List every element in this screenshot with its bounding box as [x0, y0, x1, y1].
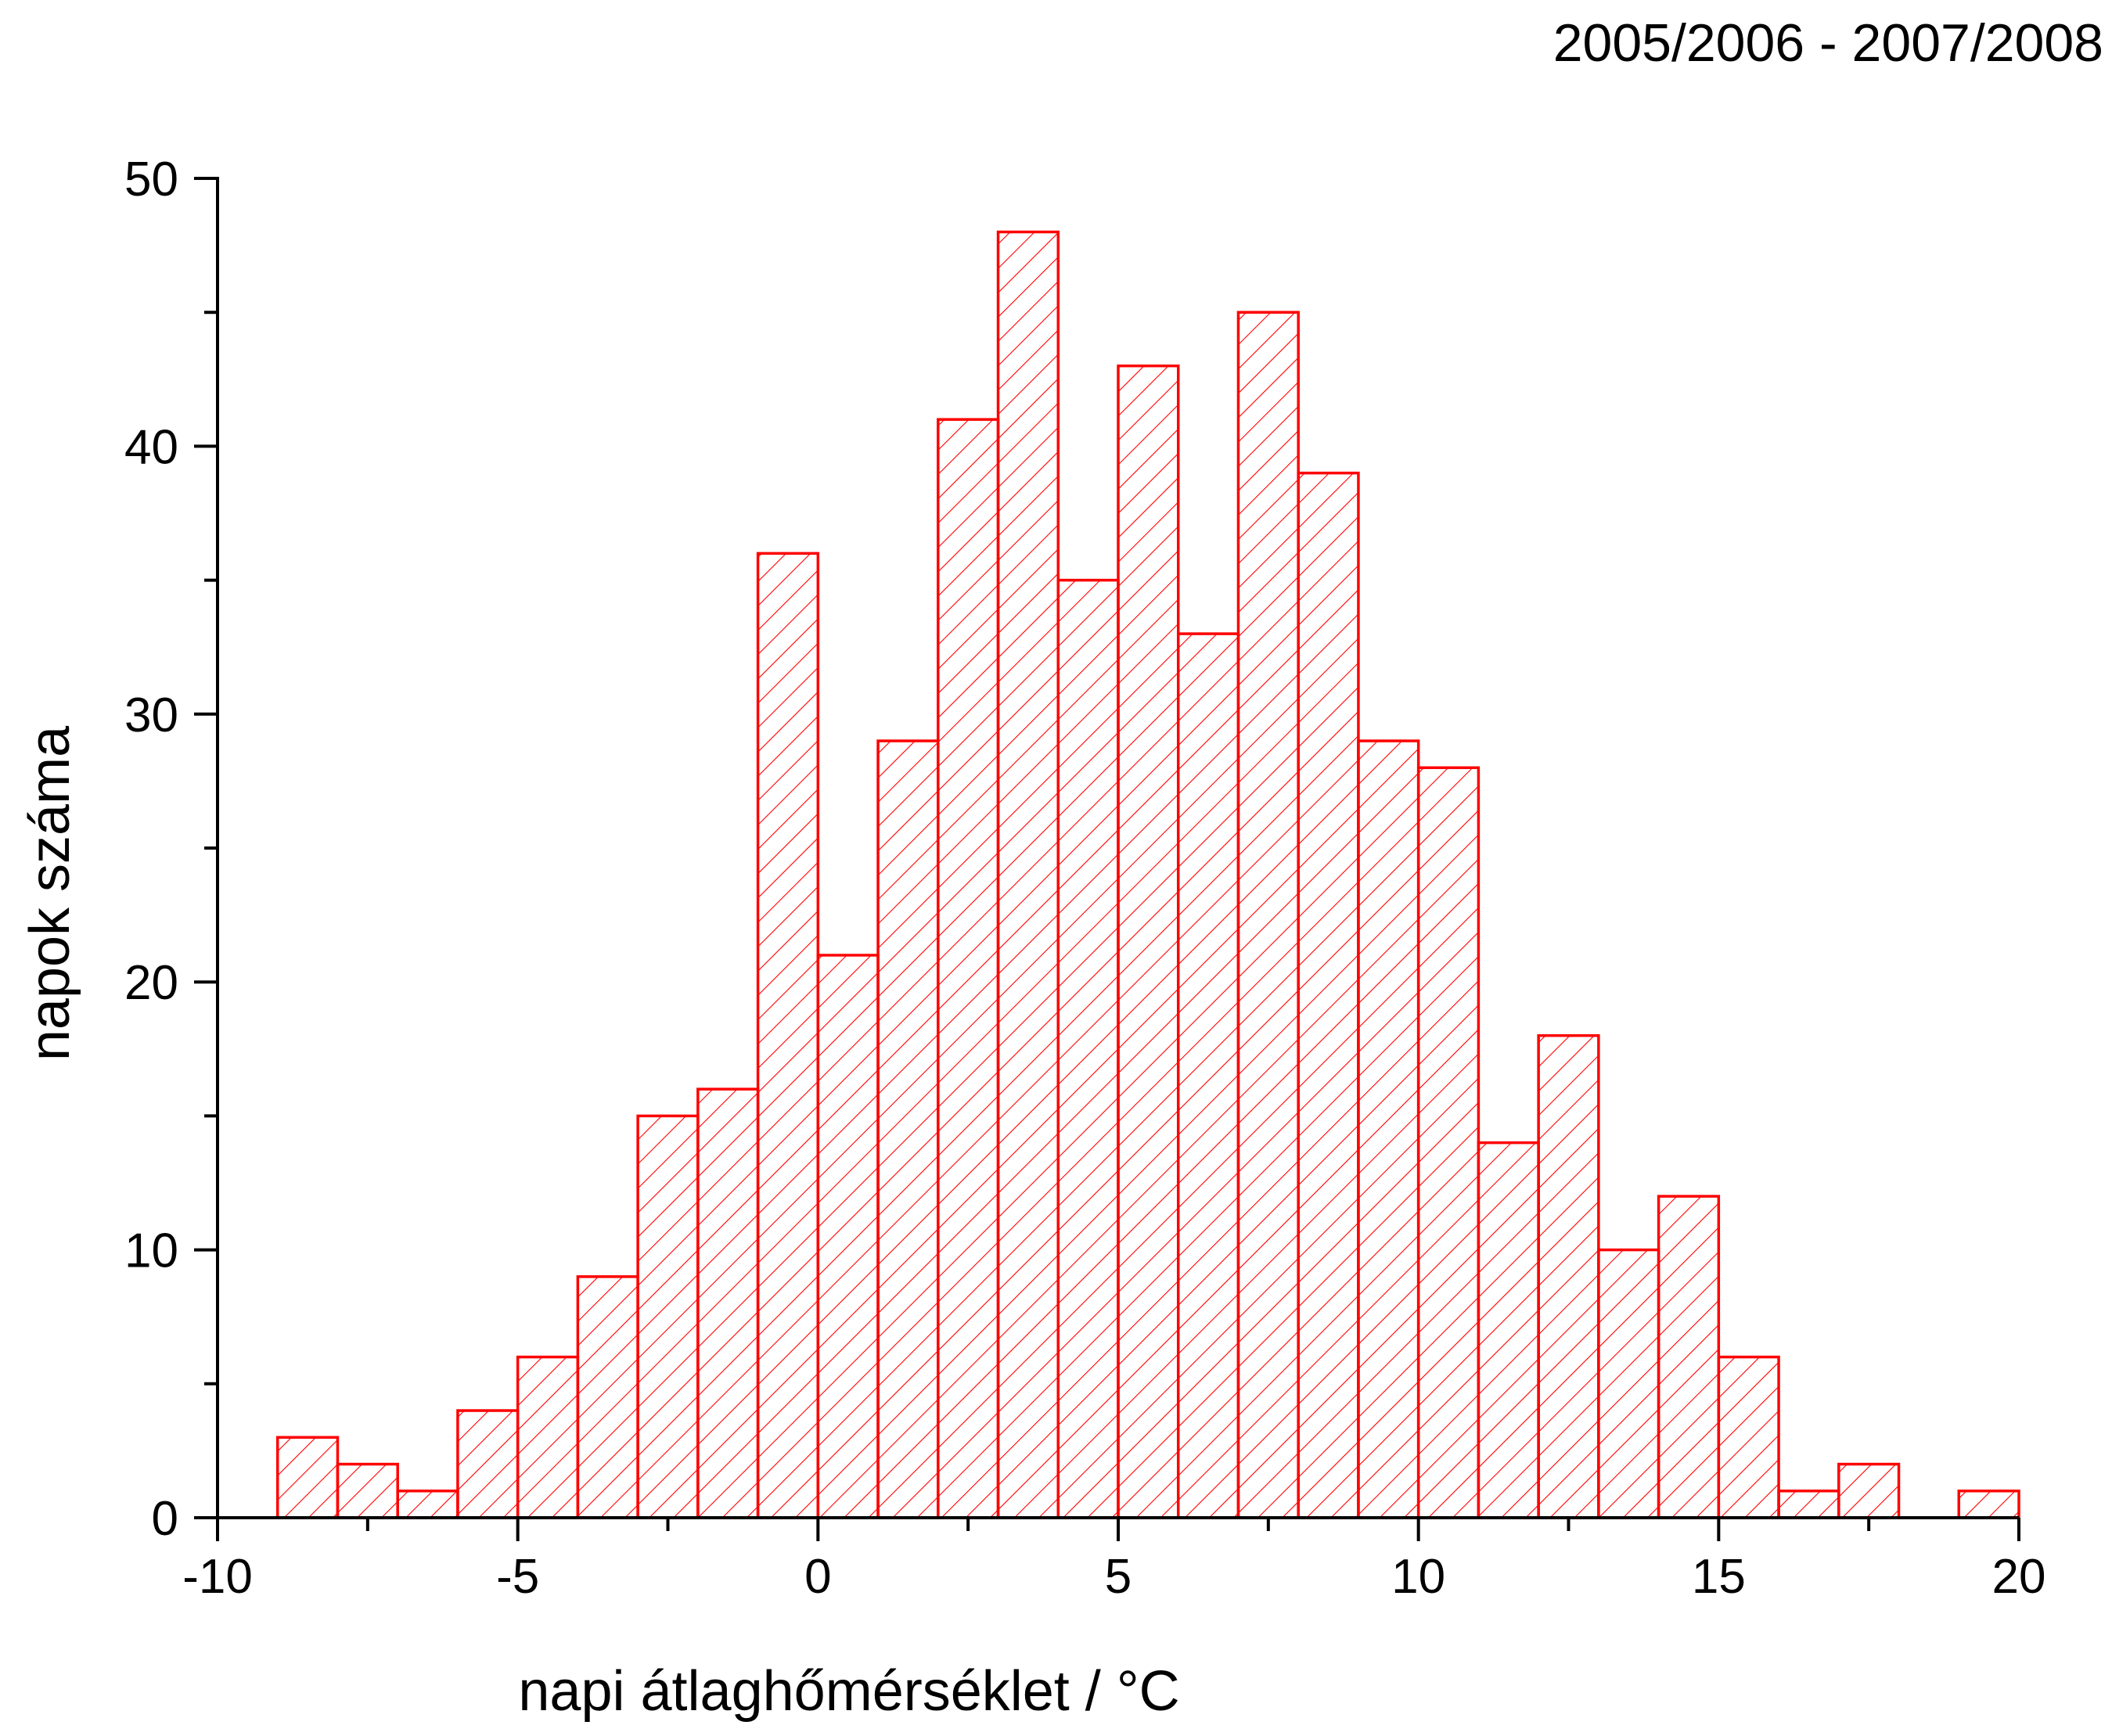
axes-group: -10 -5 0 5 10 15 20 0 10 20 30 40 50	[124, 153, 2045, 1604]
x-tick-label: 5	[1105, 1550, 1132, 1604]
histogram-bar	[937, 418, 1000, 1519]
histogram-bar	[996, 230, 1060, 1519]
x-tick-label: 20	[1992, 1550, 2046, 1604]
x-tick-label: 0	[804, 1550, 831, 1604]
bars-group	[275, 230, 2020, 1519]
y-tick-label: 40	[124, 420, 178, 474]
histogram-bar	[696, 1087, 760, 1519]
y-tick-label: 20	[124, 956, 178, 1010]
histogram-bar	[275, 1436, 340, 1519]
y-tick-label: 0	[152, 1492, 178, 1546]
x-axis-label: napi átlaghőmérséklet / °C	[518, 1660, 1179, 1723]
histogram-bar	[756, 552, 820, 1519]
x-tick-label: -5	[496, 1550, 539, 1604]
histogram-bar	[456, 1409, 520, 1519]
histogram-bar	[1837, 1462, 1901, 1519]
histogram-bar	[1056, 578, 1120, 1519]
histogram-bar	[1777, 1490, 1840, 1519]
chart-title: 2005/2006 - 2007/2008	[1553, 13, 2103, 73]
y-tick-label: 30	[124, 688, 178, 742]
x-tick-label: 15	[1692, 1550, 1746, 1604]
histogram-bar	[1117, 364, 1180, 1519]
histogram-bar	[636, 1114, 700, 1519]
histogram-bar	[1297, 471, 1360, 1519]
y-tick-label: 10	[124, 1224, 178, 1278]
histogram-bar	[1236, 311, 1300, 1519]
histogram-bar	[1957, 1490, 2020, 1519]
histogram-bar	[816, 954, 880, 1519]
x-tick-label: 10	[1391, 1550, 1445, 1604]
histogram-bar	[1717, 1355, 1780, 1519]
histogram-bar	[1537, 1033, 1600, 1519]
y-axis-label: napok száma	[19, 725, 81, 1061]
histogram-bar	[516, 1355, 580, 1519]
histogram-bar	[1657, 1195, 1721, 1519]
histogram-bar	[1176, 632, 1240, 1519]
histogram-bar	[1357, 739, 1420, 1519]
histogram-bar	[336, 1462, 399, 1519]
histogram-bar	[876, 739, 940, 1519]
x-tick-label: -10	[182, 1550, 253, 1604]
histogram-bar	[1416, 766, 1481, 1519]
histogram-bar	[1477, 1141, 1540, 1519]
y-tick-label: 50	[124, 153, 178, 207]
histogram-bar	[1597, 1248, 1660, 1519]
histogram-bar	[396, 1490, 459, 1519]
histogram-bar	[576, 1275, 639, 1519]
